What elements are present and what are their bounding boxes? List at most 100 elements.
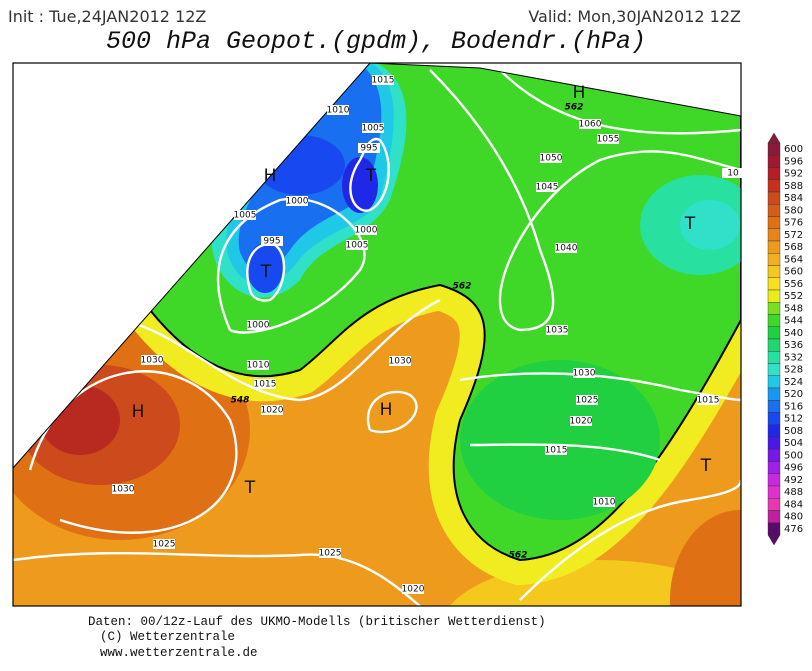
valid-time: Valid: Mon,30JAN2012 12Z <box>528 7 741 26</box>
colorbar-swatch <box>767 277 781 291</box>
colorbar-label: 488 <box>784 487 803 498</box>
colorbar-label: 532 <box>784 352 803 363</box>
pressure-center: H <box>380 400 393 420</box>
isobar-label: 1030 <box>112 485 135 495</box>
colorbar-top-cap <box>767 132 781 144</box>
colorbar-swatch <box>767 351 781 364</box>
isobar-label-bg <box>372 75 394 85</box>
isobar-label-bg <box>570 416 592 426</box>
contour-label: 562 <box>565 103 584 113</box>
colorbar-swatch <box>767 179 781 193</box>
isobar-label-bg <box>234 210 256 220</box>
pressure-center: T <box>684 214 696 234</box>
isobar-label: 1025 <box>153 540 176 550</box>
colorbar-label: 584 <box>784 193 803 204</box>
isobar-label: 1040 <box>555 244 578 254</box>
colorbar-label: 548 <box>784 303 803 314</box>
colorbar-swatch <box>767 326 781 340</box>
colorbar-label: 600 <box>784 144 803 155</box>
isobar-label: 1000 <box>286 197 309 207</box>
colorbar-swatch <box>767 302 781 315</box>
isobar-label-bg <box>112 484 134 494</box>
isobar-label: 1025 <box>576 396 599 406</box>
colorbar-swatch <box>767 424 781 438</box>
footer-source: Daten: 00/12z-Lauf des UKMO-Modells (bri… <box>88 615 546 629</box>
colorbar-swatch <box>767 363 781 376</box>
colorbar-label: 520 <box>784 389 803 400</box>
isobar-label-bg <box>576 395 598 405</box>
colorbar-label: 484 <box>784 499 803 510</box>
isobar-label: 1050 <box>540 154 563 164</box>
colorbar-label: 500 <box>784 450 803 461</box>
isobar-label-bg <box>247 360 269 370</box>
isobar-label-bg <box>573 368 595 378</box>
contour-label: 562 <box>453 282 472 292</box>
colorbar-swatch <box>767 228 781 242</box>
footer-copyright: (C) Wetterzentrale <box>100 630 235 644</box>
isobar-label: 1030 <box>389 357 412 367</box>
isobar-label: 1000 <box>355 226 378 236</box>
isobar-label-bg <box>546 325 568 335</box>
map-field <box>13 63 741 606</box>
colorbar-label: 504 <box>784 438 803 449</box>
isobar-label: 1000 <box>247 321 270 331</box>
isobar-label: 995 <box>263 237 280 247</box>
colorbar-label: 596 <box>784 156 803 167</box>
isobar-label-bg <box>555 243 577 253</box>
colorbar-swatch <box>767 510 781 523</box>
isobar-label-bg <box>247 320 269 330</box>
colorbar-label: 592 <box>784 169 803 180</box>
isobar-label: 10 <box>727 169 739 179</box>
colorbar-swatch <box>767 142 781 156</box>
colorbar-label: 544 <box>784 316 803 327</box>
isobar-label: 1020 <box>570 417 593 427</box>
isobar-label: 1030 <box>573 369 596 379</box>
colorbar-bottom-cap <box>767 534 781 546</box>
colorbar-label: 480 <box>784 512 803 523</box>
isobar-label: 1030 <box>141 356 164 366</box>
colorbar-swatch <box>767 216 781 229</box>
isobar-label-bg <box>153 539 175 549</box>
isobar-label-bg <box>389 356 411 366</box>
isobar-label: 1010 <box>593 498 616 508</box>
isobar-label: 1015 <box>697 396 720 406</box>
colorbar-swatch <box>767 522 781 536</box>
colorbar-label: 512 <box>784 414 803 425</box>
isobar-label: 1055 <box>597 135 620 145</box>
colorbar-label: 564 <box>784 254 803 265</box>
isobar-label-bg <box>697 395 719 405</box>
isobar-label-bg <box>597 134 619 144</box>
colorbar-swatch <box>767 400 781 413</box>
colorbar-label: 552 <box>784 291 803 302</box>
pressure-center: H <box>573 83 586 103</box>
isobar-label-bg <box>355 225 377 235</box>
colorbar-label: 496 <box>784 463 803 474</box>
isobar-label: 1005 <box>234 211 257 221</box>
isobar-label-bg <box>362 123 384 133</box>
colorbar-label: 588 <box>784 181 803 192</box>
map-title: 500 hPa Geopot.(gpdm), Bodendr.(hPa) <box>106 27 646 56</box>
colorbar-label: 492 <box>784 475 803 486</box>
colorbar-swatch <box>767 289 781 303</box>
pressure-center: T <box>700 456 712 476</box>
colorbar-swatch <box>767 204 781 217</box>
colorbar-label: 572 <box>784 230 803 241</box>
isobar-label: 1010 <box>247 361 270 371</box>
isobar-label-bg <box>261 236 283 246</box>
isobar-label-bg <box>141 355 163 365</box>
isobar-label: 1005 <box>346 241 369 251</box>
isobar-label: 1015 <box>372 76 395 86</box>
isobar-label-bg <box>540 153 562 163</box>
colorbar-swatch <box>767 436 781 450</box>
colorbar-label: 568 <box>784 242 803 253</box>
pressure-center: H <box>132 402 145 422</box>
colorbar-swatch <box>767 314 781 327</box>
isobar-label-bg <box>722 168 744 178</box>
isobar-label: 1025 <box>319 549 342 559</box>
isobar-label: 1015 <box>545 446 568 456</box>
isobar-label: 995 <box>360 144 377 154</box>
colorbar-label: 528 <box>784 365 803 376</box>
isobar-label: 1010 <box>327 106 350 116</box>
pressure-center: T <box>365 166 377 186</box>
